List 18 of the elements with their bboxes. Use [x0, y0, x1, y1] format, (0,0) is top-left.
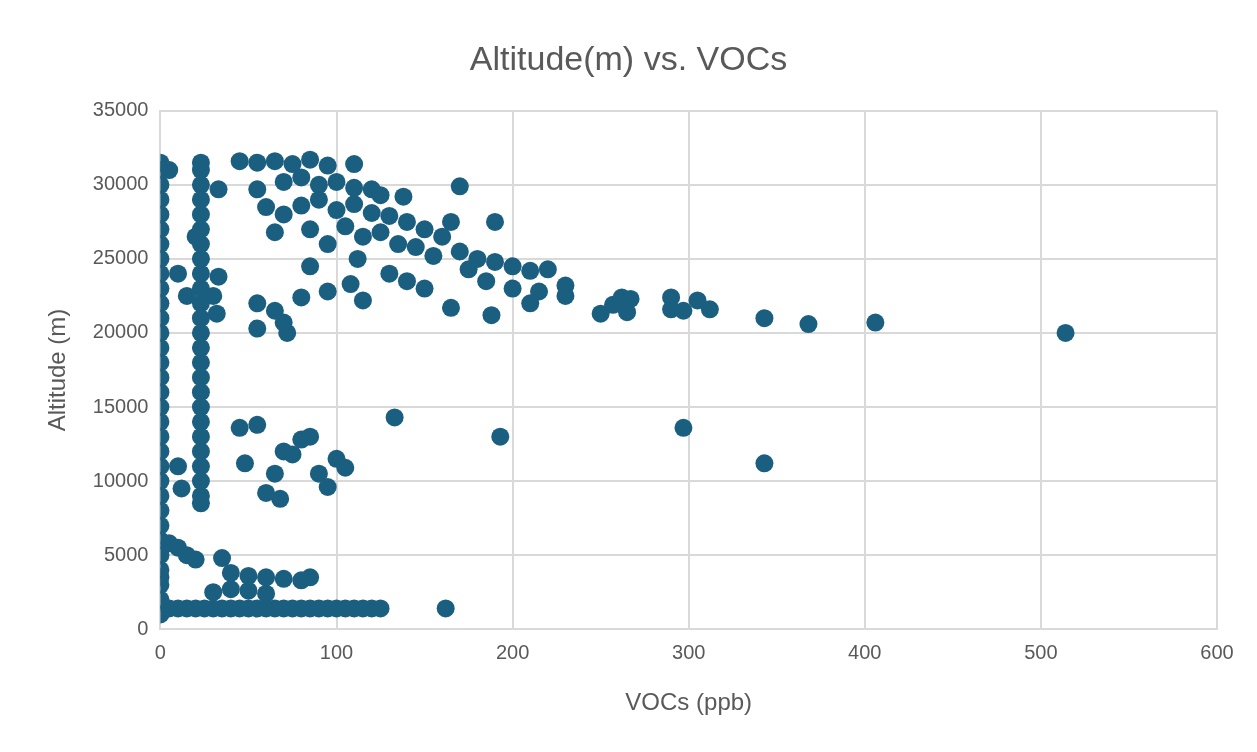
- y-tick-label: 20000: [92, 320, 149, 343]
- x-axis-title: VOCs (ppb): [625, 688, 753, 716]
- y-tick-label: 0: [137, 616, 149, 639]
- x-tick-label: 600: [1200, 640, 1234, 663]
- x-tick-label: 400: [848, 640, 882, 663]
- x-tick-label: 300: [672, 640, 706, 663]
- chart-title: Altitude(m) vs. VOCs: [469, 38, 788, 77]
- y-tick-label: 35000: [92, 98, 149, 121]
- x-tick-label: 200: [495, 640, 530, 663]
- y-tick-label: 10000: [92, 468, 149, 491]
- y-axis-title: Altitude (m): [43, 308, 71, 432]
- x-tick-label: 0: [154, 640, 166, 663]
- y-tick-label: 15000: [92, 394, 149, 417]
- y-tick-label: 30000: [92, 172, 149, 195]
- x-tick-label: 100: [319, 640, 354, 663]
- x-tick-label: 500: [1024, 640, 1058, 663]
- y-tick-label: 25000: [92, 246, 149, 269]
- y-tick-label: 5000: [103, 542, 149, 565]
